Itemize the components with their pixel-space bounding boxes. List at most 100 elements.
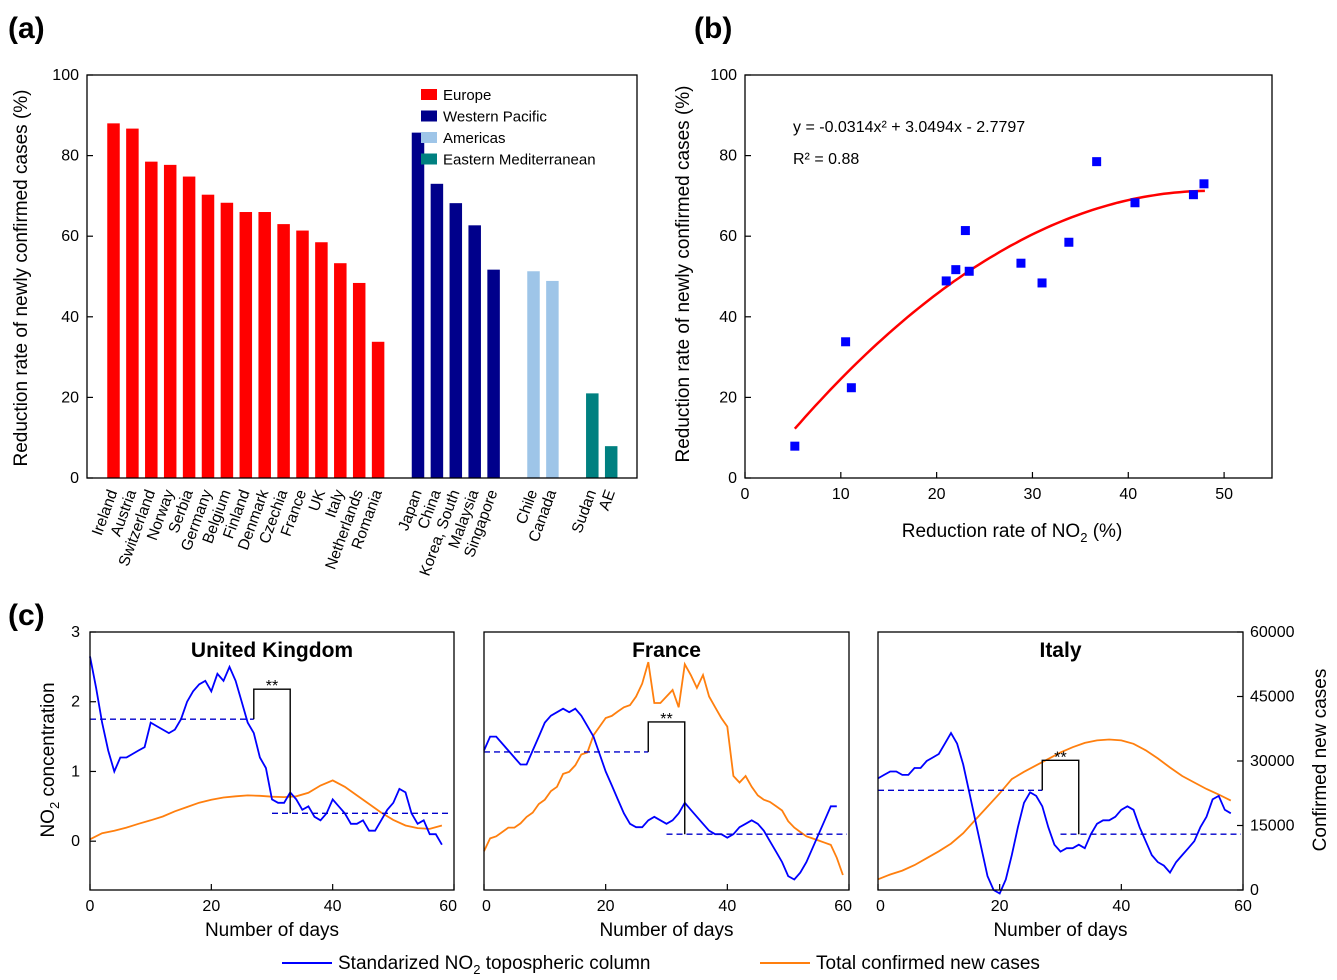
chart-c-subplots: United Kingdom 0 20 40 60 Number of days 0 1 2 3 *… (71, 624, 1295, 941)
chart-b-ytick-label: 80 (719, 148, 737, 165)
chart-a-ytick-label: 0 (70, 470, 79, 487)
chart-c-xlabel: Number of days (205, 920, 339, 941)
chart-a-bar-singapore (487, 269, 500, 478)
chart-b-ytick-label: 20 (719, 389, 737, 406)
chart-b-xlabel-tail: (%) (1087, 521, 1122, 542)
chart-a-legend-swatch (421, 110, 437, 122)
chart-b-xtick-label: 20 (928, 486, 946, 503)
chart-a-bar-japan (411, 132, 425, 478)
chart-a-frame (86, 74, 638, 479)
panel-label-a: (a) (8, 12, 45, 45)
chart-a-bar-finland (239, 212, 253, 478)
panel-label-b: (b) (694, 12, 732, 45)
chart-a-category-label: Sudan (569, 488, 600, 536)
chart-c-legend-label-main: Total confirmed new cases (816, 953, 1040, 974)
chart-c-ytick-left-label: 0 (71, 833, 80, 850)
chart-c-ylabel-left: NO2 concentration (38, 682, 62, 837)
chart-b-point (951, 265, 961, 275)
chart-b-xtick-label: 50 (1215, 486, 1233, 503)
chart-c-subplot-united-kingdom: United Kingdom 0 20 40 60 Number of days 0 1 2 3 *… (71, 624, 457, 941)
chart-b-ytick-label: 40 (719, 309, 737, 326)
chart-a-bar-chile (527, 271, 540, 478)
chart-a-ylabel: Reduction rate of newly confirmed cases … (11, 90, 32, 467)
panel-label-c: (c) (8, 599, 45, 632)
chart-a-bar-ae (604, 446, 618, 478)
chart-b-ticks: 0 20 40 60 80 100 0 10 20 30 40 50 (710, 67, 1233, 503)
chart-b-ytick-label: 60 (719, 228, 737, 245)
chart-a-bar-serbia (182, 176, 196, 478)
chart-b-xtick-label: 40 (1119, 486, 1137, 503)
chart-a-bar-ireland (107, 123, 120, 479)
chart-c-xtick-label: 0 (482, 898, 491, 915)
chart-c-subplot-title: France (632, 639, 701, 662)
chart-a-bar-germany (201, 194, 215, 479)
chart-c-xtick-label: 60 (834, 898, 852, 915)
chart-c-subplot-title: United Kingdom (191, 639, 353, 662)
chart-c-significance-mark: ** (266, 678, 278, 695)
chart-b-point (841, 337, 851, 347)
chart-a-bar-czechia (277, 224, 290, 478)
chart-a-legend-swatch (421, 89, 437, 100)
chart-a-legend-label: Eastern Mediterranean (443, 152, 596, 169)
chart-b-point (1130, 198, 1140, 208)
chart-b-fit-curve (793, 189, 1205, 430)
chart-b-r2: R² = 0.88 (793, 151, 859, 168)
chart-c-subplot-frame (89, 631, 455, 891)
chart-a-legend: Europe Western Pacific Americas Eastern Med… (421, 87, 596, 169)
chart-a-legend-label: Europe (443, 87, 491, 104)
chart-a-ytick-label: 80 (61, 148, 79, 165)
chart-b-point (964, 266, 974, 276)
chart-c-cases-line (483, 661, 844, 876)
chart-c-ytick-left-label: 1 (71, 763, 80, 780)
chart-a-bar-austria (126, 128, 139, 478)
chart-c-xtick-label: 20 (991, 898, 1009, 915)
chart-b-equation: y = -0.0314x² + 3.0494x - 2.7797 (793, 119, 1025, 136)
chart-a-bar-france (296, 230, 309, 478)
chart-b-points (790, 157, 1209, 451)
chart-c-ytick-left-label: 2 (71, 694, 80, 711)
chart-c-subplot-italy: Italy 0 20 40 60 Number of days 0 15000 30000 450… (876, 624, 1295, 941)
chart-c-xtick-label: 40 (324, 898, 342, 915)
chart-a-bar-uk (315, 242, 328, 478)
chart-c-ylabel-right: Confirmed new cases (1310, 669, 1331, 852)
chart-c-subplot-frame (483, 631, 850, 891)
chart-a-bars (107, 123, 618, 479)
chart-a-bar-sudan (586, 393, 599, 478)
chart-b-xtick-label: 30 (1024, 486, 1042, 503)
chart-a-legend-swatch (421, 132, 437, 143)
chart-a-bar-switzerland (145, 161, 158, 478)
chart-c-xtick-label: 0 (876, 898, 885, 915)
chart-b-xtick-label: 10 (832, 486, 850, 503)
chart-a-bar-canada (546, 280, 559, 478)
chart-a-ytick-label: 100 (52, 67, 79, 84)
chart-c-ytick-right-label: 30000 (1250, 753, 1295, 770)
chart-c-subplot-title: Italy (1039, 639, 1081, 662)
chart-a-ytick-label: 20 (61, 389, 79, 406)
chart-a-ytick-label: 40 (61, 309, 79, 326)
chart-c-significance-bracket (647, 721, 686, 835)
chart-b-xlabel-sub: 2 (1080, 530, 1087, 545)
chart-b-ytick-label: 100 (710, 67, 737, 84)
chart-c-xtick-label: 0 (86, 898, 95, 915)
chart-a-bar-netherlands (352, 282, 366, 478)
chart-a-ytick-label: 60 (61, 228, 79, 245)
chart-c-ytick-right-label: 15000 (1250, 818, 1295, 835)
chart-a-legend-label: Western Pacific (443, 109, 547, 126)
chart-c-ytick-left-label: 3 (71, 624, 80, 641)
chart-b-point (1092, 157, 1102, 167)
chart-c-ylabel-left-sub: 2 (47, 802, 62, 809)
chart-a-legend-label: Americas (443, 130, 506, 147)
chart-b-point (790, 441, 800, 451)
chart-c-xlabel: Number of days (993, 920, 1127, 941)
chart-c-subplot-frame (877, 631, 1244, 891)
chart-c-significance-mark: ** (1054, 749, 1066, 766)
chart-c-xtick-label: 40 (1112, 898, 1130, 915)
chart-a-bar: Reduction rate of newly confirmed cases … (11, 67, 638, 578)
chart-c-subplot-france: France 0 20 40 60 Number of days ** (482, 631, 852, 941)
chart-c-ytick-right-label: 60000 (1250, 624, 1295, 641)
chart-b-frame (744, 74, 1273, 479)
chart-c-cases-line (877, 738, 1232, 881)
chart-c-no2-line (89, 656, 443, 846)
chart-c-ylabel-left-main: NO (38, 809, 59, 838)
